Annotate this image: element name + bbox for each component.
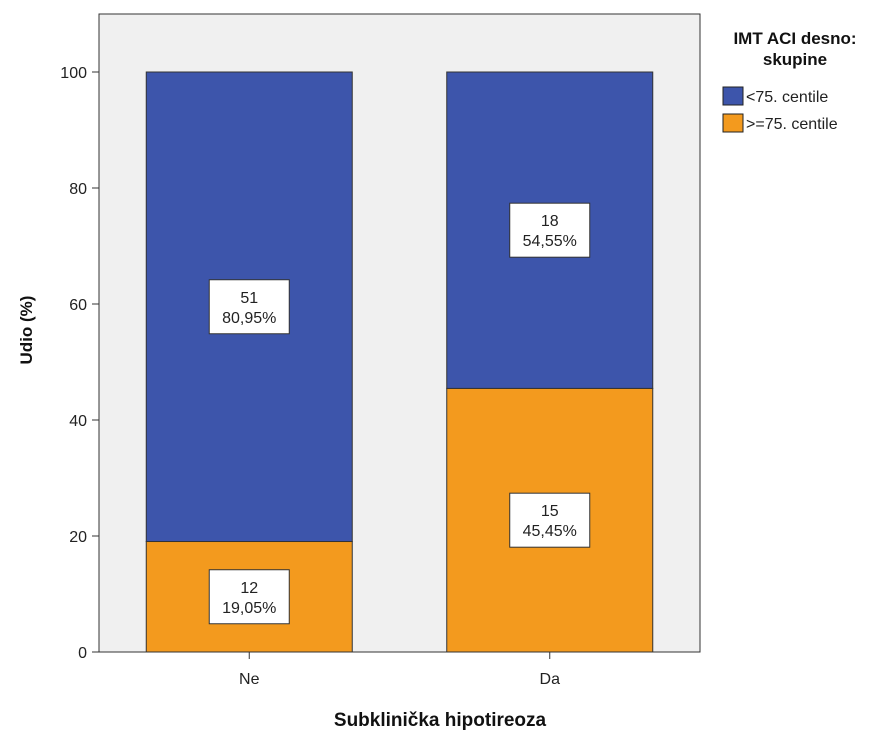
y-tick-label: 100 — [60, 65, 87, 82]
y-tick-label: 0 — [78, 645, 87, 662]
x-axis: Ne Da — [239, 652, 560, 688]
legend-swatch-below-75 — [723, 87, 743, 105]
data-label-percent: 80,95% — [222, 310, 276, 327]
legend: IMT ACI desno: skupine <75. centile >=75… — [723, 29, 857, 133]
y-tick-label: 60 — [69, 297, 87, 314]
data-label-percent: 19,05% — [222, 600, 276, 617]
x-tick-label: Ne — [239, 671, 260, 688]
legend-label-above-75: >=75. centile — [746, 116, 838, 133]
legend-title-line1: IMT ACI desno: — [733, 29, 856, 48]
y-axis: 0 20 40 60 80 100 — [60, 14, 99, 662]
x-axis-title: Subklinička hipotireoza — [334, 710, 547, 731]
data-label-percent: 54,55% — [523, 233, 577, 250]
y-tick-label: 20 — [69, 529, 87, 546]
data-label-count: 51 — [240, 290, 258, 307]
y-tick-label: 80 — [69, 181, 87, 198]
data-label-percent: 45,45% — [523, 523, 577, 540]
data-label-count: 12 — [240, 580, 258, 597]
data-label-count: 15 — [541, 503, 559, 520]
y-axis-title: Udio (%) — [17, 296, 36, 365]
data-label-count: 18 — [541, 213, 559, 230]
x-tick-label: Da — [540, 671, 561, 688]
y-tick-label: 40 — [69, 413, 87, 430]
legend-swatch-above-75 — [723, 114, 743, 132]
legend-title-line2: skupine — [763, 50, 827, 69]
legend-label-below-75: <75. centile — [746, 89, 828, 106]
